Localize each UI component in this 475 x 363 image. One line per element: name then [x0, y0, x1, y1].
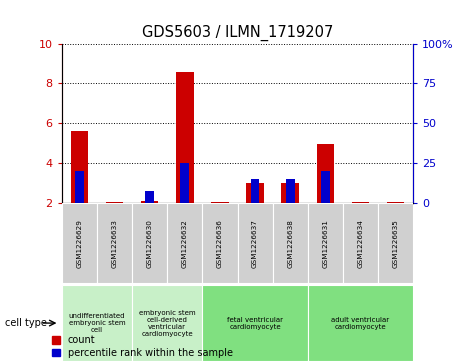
Bar: [62, 285, 132, 361]
Text: GSM1226634: GSM1226634: [358, 219, 363, 268]
Text: GSM1226630: GSM1226630: [147, 219, 152, 268]
Text: adult ventricular
cardiomyocyte: adult ventricular cardiomyocyte: [332, 317, 389, 330]
Text: GSM1226637: GSM1226637: [252, 219, 258, 268]
Bar: [176, 72, 194, 203]
Bar: [238, 203, 273, 283]
Bar: [247, 183, 264, 203]
Bar: [141, 201, 158, 203]
Bar: [316, 144, 334, 203]
Text: GSM1226632: GSM1226632: [182, 219, 188, 268]
Text: GSM1226635: GSM1226635: [393, 219, 399, 268]
Text: fetal ventricular
cardiomyocyte: fetal ventricular cardiomyocyte: [227, 317, 283, 330]
Text: cell type: cell type: [5, 318, 47, 328]
Bar: [211, 202, 228, 203]
Bar: [202, 203, 238, 283]
Text: GSM1226638: GSM1226638: [287, 219, 293, 268]
Bar: [378, 203, 413, 283]
Bar: [132, 285, 202, 361]
Bar: [180, 163, 189, 203]
Text: GSM1226629: GSM1226629: [76, 219, 82, 268]
Text: GSM1226631: GSM1226631: [323, 219, 328, 268]
Legend: count, percentile rank within the sample: count, percentile rank within the sample: [52, 335, 233, 358]
Bar: [321, 171, 330, 203]
Bar: [343, 203, 378, 283]
Text: GSM1226636: GSM1226636: [217, 219, 223, 268]
Bar: [387, 202, 404, 203]
Bar: [145, 191, 154, 203]
Bar: [308, 285, 413, 361]
Bar: [75, 171, 84, 203]
Title: GDS5603 / ILMN_1719207: GDS5603 / ILMN_1719207: [142, 25, 333, 41]
Bar: [132, 203, 167, 283]
Bar: [273, 203, 308, 283]
Text: embryonic stem
cell-derived
ventricular
cardiomyocyte: embryonic stem cell-derived ventricular …: [139, 310, 196, 337]
Bar: [202, 285, 308, 361]
Text: undifferentiated
embryonic stem
cell: undifferentiated embryonic stem cell: [68, 313, 125, 333]
Text: GSM1226633: GSM1226633: [112, 219, 117, 268]
Bar: [286, 179, 294, 203]
Bar: [352, 202, 369, 203]
Bar: [97, 203, 132, 283]
Bar: [62, 203, 97, 283]
Bar: [105, 202, 124, 203]
Bar: [308, 203, 343, 283]
Bar: [71, 131, 88, 203]
Bar: [167, 203, 202, 283]
Bar: [251, 179, 259, 203]
Bar: [281, 183, 299, 203]
